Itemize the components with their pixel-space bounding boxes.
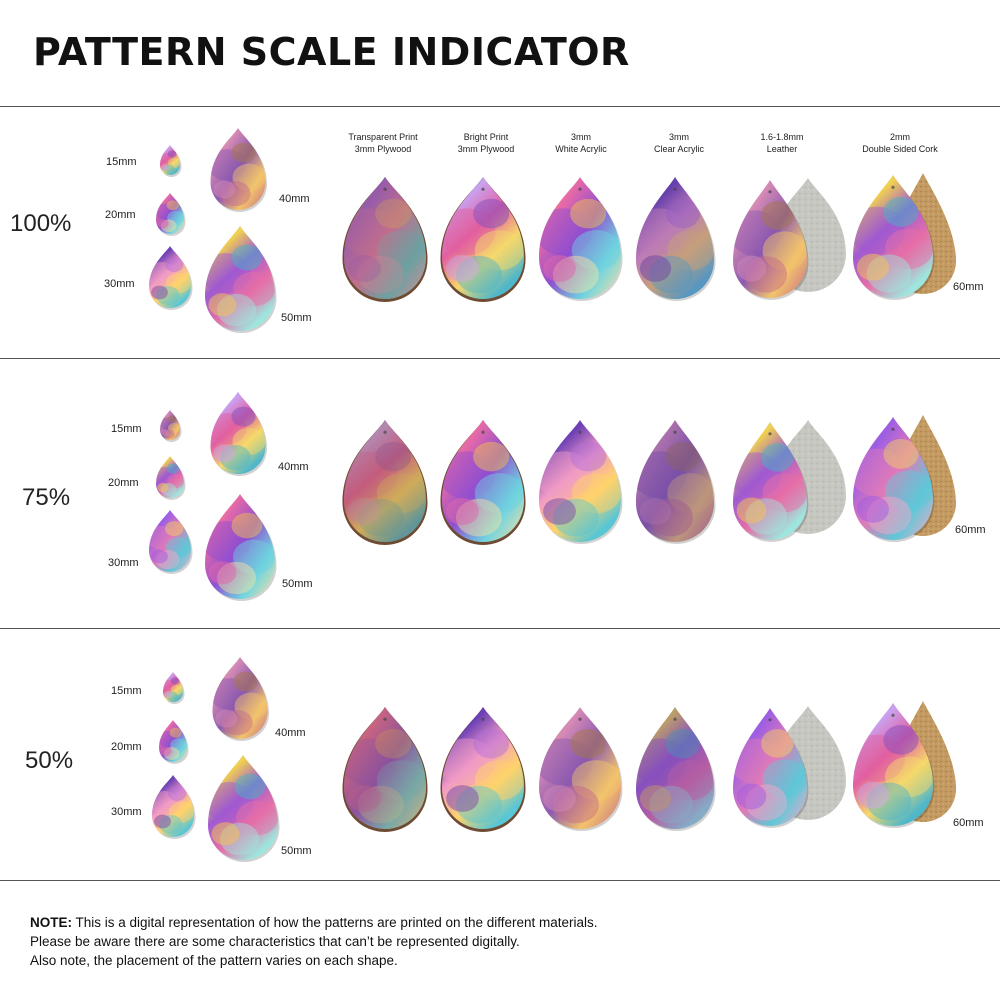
scale-label-100: 100% — [10, 210, 72, 237]
material-label-leather: 1.6-1.8mm Leather — [760, 132, 804, 154]
material-sample-white-acrylic — [539, 420, 623, 544]
disclaimer-note: NOTE: This is a digital representation o… — [30, 913, 598, 970]
size-sample-0-2 — [149, 246, 193, 310]
size-label-30mm: 30mm — [108, 557, 139, 569]
size-label-40mm: 40mm — [279, 193, 310, 205]
size-sample-1-0 — [160, 410, 182, 442]
size-sample-2-0 — [163, 672, 185, 704]
size-label-60mm: 60mm — [953, 817, 984, 829]
note-line-3: Also note, the placement of the pattern … — [30, 953, 398, 968]
size-label-20mm: 20mm — [105, 209, 136, 221]
material-sample-transparent-plywood — [342, 420, 428, 545]
material-label-clear-acrylic: 3mm Clear Acrylic — [653, 132, 704, 154]
size-label-50mm: 50mm — [282, 578, 313, 590]
material-sample-cork — [853, 703, 935, 828]
note-line-1: NOTE: This is a digital representation o… — [30, 915, 598, 930]
size-sample-1-1 — [156, 456, 186, 500]
scale-label-50: 50% — [25, 747, 74, 774]
size-label-15mm: 15mm — [111, 685, 142, 697]
divider-2 — [0, 628, 1000, 629]
size-sample-0-3 — [210, 128, 267, 212]
size-sample-2-2 — [152, 775, 196, 839]
size-label-50mm: 50mm — [281, 845, 312, 857]
size-label-20mm: 20mm — [108, 477, 139, 489]
material-sample-clear-acrylic — [636, 420, 716, 544]
size-label-20mm: 20mm — [111, 741, 142, 753]
material-sample-cork — [853, 175, 935, 300]
material-label-transparent-plywood: Transparent Print 3mm Plywood — [348, 132, 418, 154]
material-label-bright-plywood: Bright Print 3mm Plywood — [457, 132, 515, 154]
size-sample-0-0 — [160, 145, 182, 177]
material-sample-white-acrylic — [539, 707, 623, 831]
size-label-15mm: 15mm — [111, 423, 142, 435]
material-sample-clear-acrylic — [636, 177, 716, 301]
material-sample-cork — [853, 417, 935, 542]
material-sample-clear-acrylic — [636, 707, 716, 832]
note-line-2: Please be aware there are some character… — [30, 934, 520, 949]
scale-label-75: 75% — [22, 484, 71, 511]
divider-top — [0, 106, 1000, 107]
size-label-60mm: 60mm — [953, 281, 984, 293]
note-label: NOTE: — [30, 915, 72, 930]
size-label-40mm: 40mm — [278, 461, 309, 473]
size-sample-2-1 — [159, 720, 189, 764]
material-sample-bright-plywood — [440, 420, 526, 545]
size-label-30mm: 30mm — [111, 806, 142, 818]
size-sample-0-1 — [156, 193, 186, 236]
size-label-15mm: 15mm — [106, 156, 137, 168]
divider-1 — [0, 358, 1000, 359]
size-label-30mm: 30mm — [104, 278, 135, 290]
material-label-white-acrylic: 3mm White Acrylic — [555, 132, 607, 154]
size-sample-1-2 — [149, 510, 193, 574]
size-sample-1-4 — [205, 494, 277, 601]
material-sample-bright-plywood — [440, 177, 526, 302]
material-sample-leather — [733, 708, 809, 829]
size-sample-2-3 — [212, 657, 269, 741]
material-sample-white-acrylic — [539, 177, 623, 301]
material-label-cork: 2mm Double Sided Cork — [862, 132, 938, 154]
material-sample-leather — [733, 422, 809, 542]
size-sample-2-4 — [208, 755, 280, 863]
material-sample-bright-plywood — [440, 707, 526, 833]
size-label-40mm: 40mm — [275, 727, 306, 739]
size-sample-0-4 — [205, 226, 277, 333]
page-title: PATTERN SCALE INDICATOR — [33, 30, 630, 74]
divider-bottom — [0, 880, 1000, 881]
material-sample-transparent-plywood — [342, 177, 428, 302]
material-sample-transparent-plywood — [342, 707, 428, 833]
size-label-50mm: 50mm — [281, 312, 312, 324]
size-sample-1-3 — [210, 392, 267, 476]
size-label-60mm: 60mm — [955, 524, 986, 536]
